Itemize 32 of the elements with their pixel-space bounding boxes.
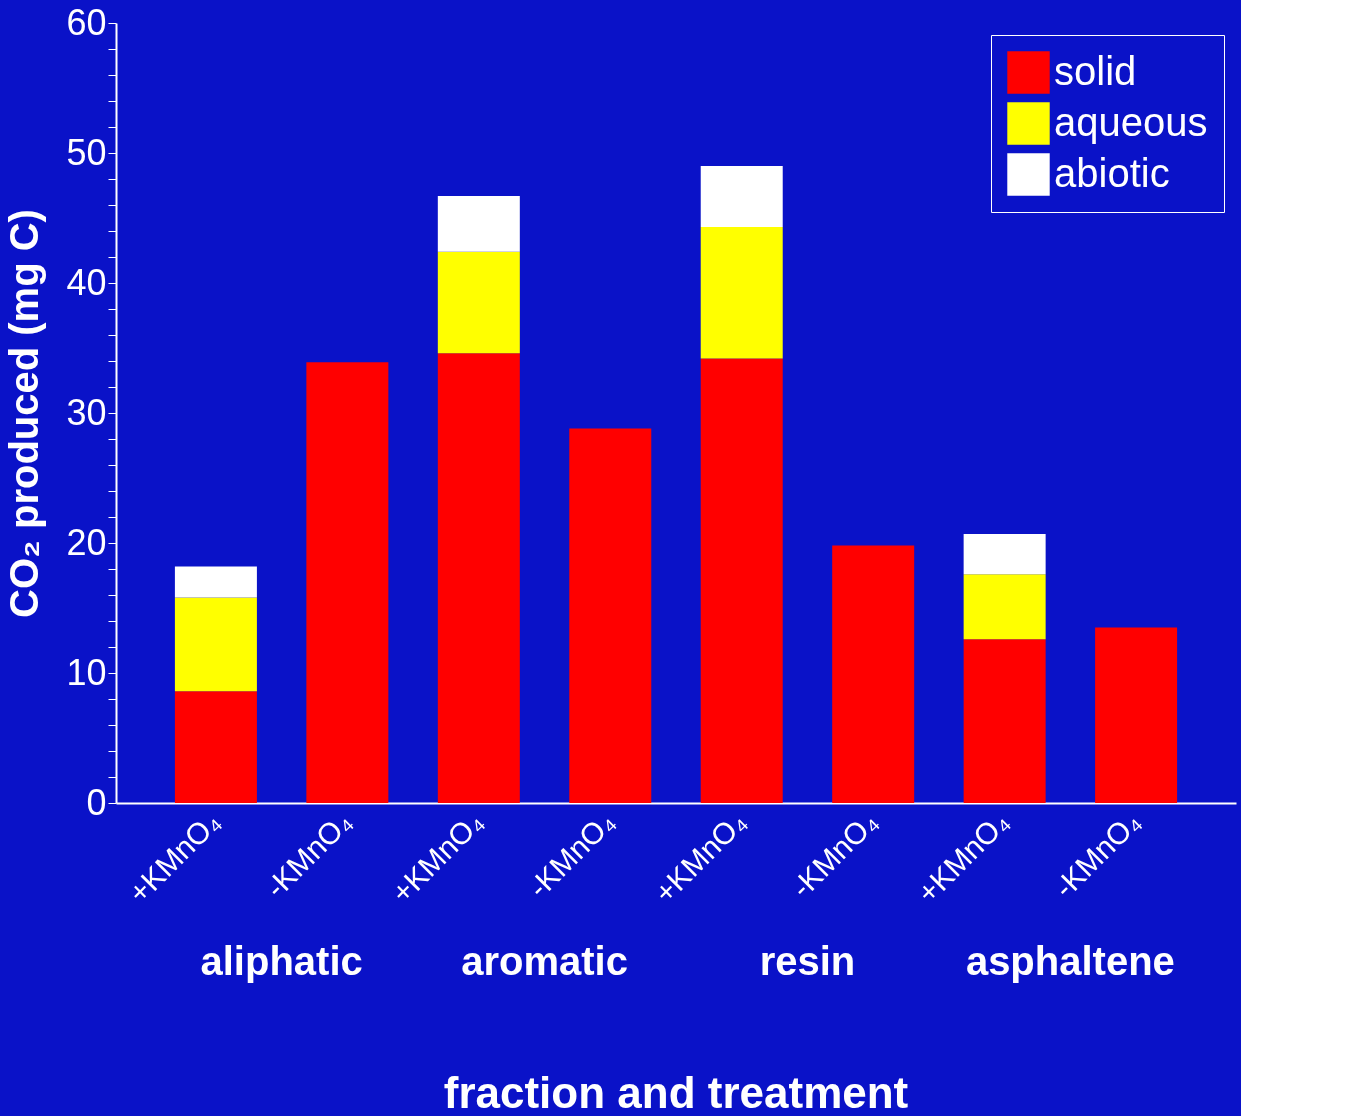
y-tick-label: 40 [66, 261, 107, 303]
bar [832, 545, 915, 803]
y-tick-label: 50 [66, 131, 107, 173]
bar [569, 428, 652, 803]
bar [700, 358, 783, 803]
text: resin [759, 939, 856, 983]
legend-label: aqueous [1054, 99, 1208, 144]
bar [963, 574, 1046, 640]
bar [700, 227, 783, 359]
bar [437, 195, 520, 252]
bar [437, 251, 520, 354]
y-tick-label: 10 [66, 651, 107, 693]
legend-label: solid [1054, 48, 1137, 93]
y-tick-label: 0 [86, 781, 107, 823]
bar [437, 353, 520, 803]
text: aliphatic [200, 939, 363, 983]
text: aromatic [461, 939, 628, 983]
legend-label: abiotic [1054, 150, 1170, 195]
y-axis-title: CO₂ produced (mg C) [2, 209, 47, 618]
x-axis-title: fraction and treatment [443, 1068, 909, 1116]
bar [963, 533, 1046, 575]
text: asphaltene [965, 939, 1175, 983]
bar [306, 362, 389, 803]
bar [700, 166, 783, 228]
bar [174, 691, 257, 803]
y-tick-label: 20 [66, 521, 107, 563]
y-tick-label: 30 [66, 391, 107, 433]
bar [174, 597, 257, 692]
bar [174, 566, 257, 598]
y-tick-label: 60 [66, 1, 107, 43]
bar [1095, 627, 1178, 803]
bar [963, 639, 1046, 803]
